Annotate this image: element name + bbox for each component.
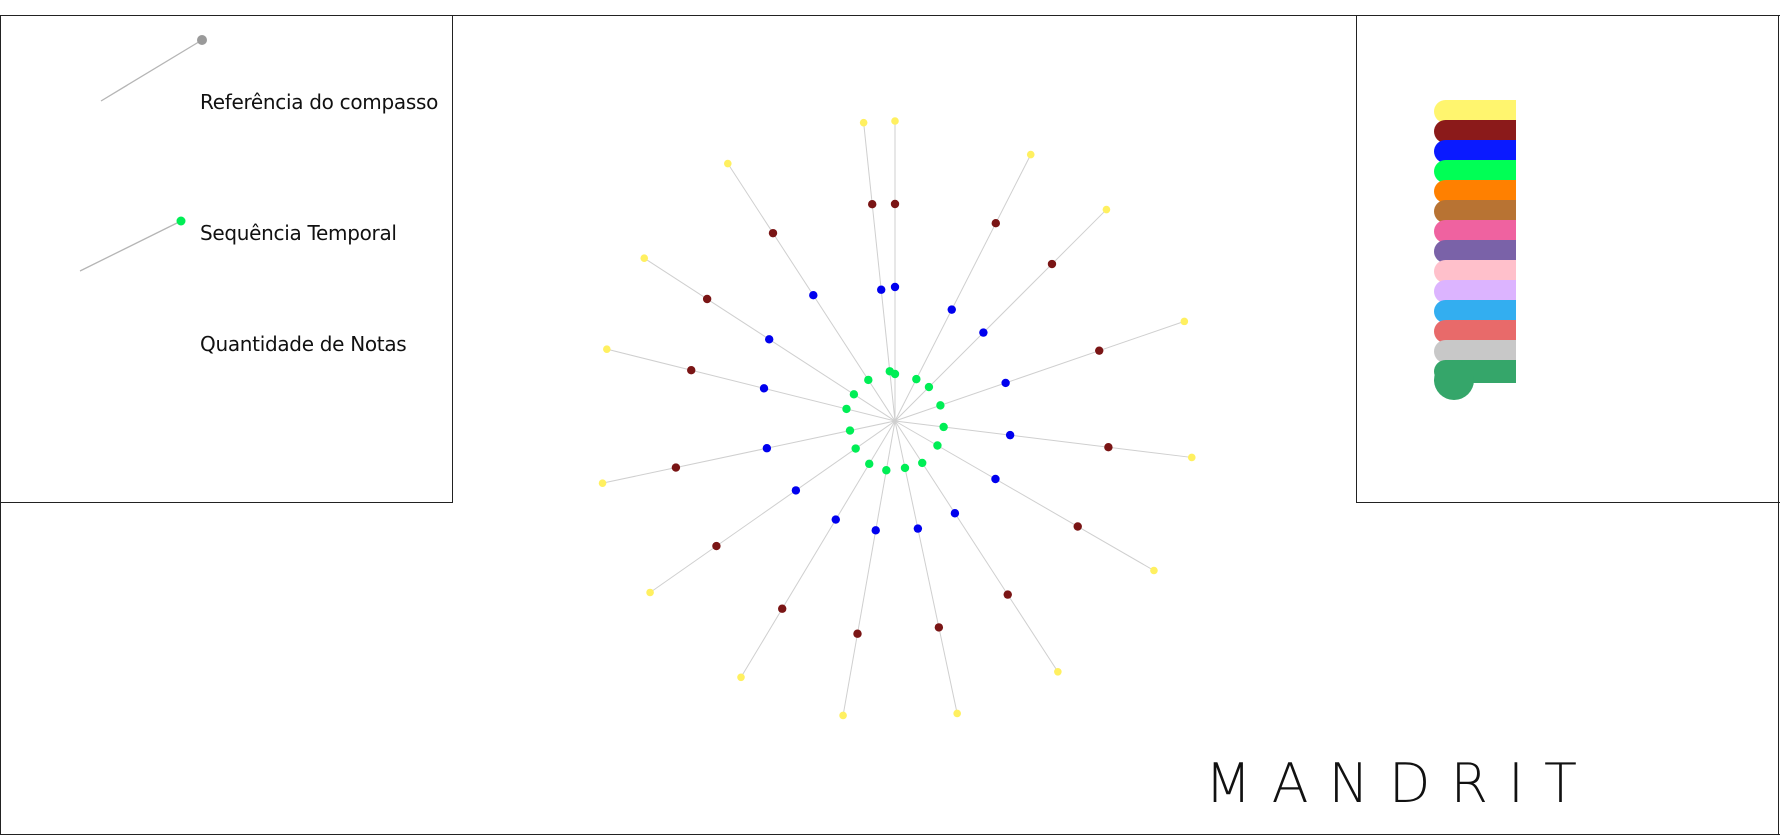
second-ring-note-dot: [1005, 430, 1015, 440]
palette-swatch: [1434, 240, 1516, 263]
inner-note-dot: [912, 374, 921, 384]
second-ring-note-dot: [979, 328, 988, 337]
third-ring-note-dot: [868, 199, 877, 209]
legend-compass-label: Referência do compasso: [200, 90, 439, 114]
palette-end-cap: [1434, 360, 1474, 400]
outer-note-dot: [859, 118, 868, 127]
sequence-temporal-dot: [176, 216, 186, 226]
palette-swatch: [1434, 260, 1516, 283]
legend-box-bottom-line: [0, 502, 453, 503]
outer-note-dot: [1180, 317, 1189, 326]
palette-swatch: [1434, 340, 1516, 363]
second-ring-note-dot: [759, 384, 769, 393]
inner-note-dot: [842, 404, 851, 414]
outer-note-dot: [646, 588, 654, 597]
second-ring-note-dot: [877, 285, 886, 294]
second-ring-note-dot: [791, 486, 801, 495]
outer-note-dot: [1187, 453, 1196, 462]
brand-logo: MANDRIT: [1205, 752, 1597, 815]
frame-left-line: [0, 15, 1, 835]
legend-box-right-line: [452, 15, 453, 502]
outer-note-dot: [953, 709, 961, 718]
second-ring-note-dot: [762, 444, 772, 453]
third-ring-note-dot: [768, 228, 778, 238]
outer-note-dot: [1102, 205, 1111, 214]
inner-note-dot: [933, 441, 942, 450]
color-palette: [1434, 100, 1516, 400]
palette-swatch: [1434, 120, 1516, 143]
mandala-spoke: [894, 420, 1059, 673]
compass-reference-line: [100, 39, 203, 102]
inner-note-dot: [900, 463, 910, 473]
third-ring-note-dot: [1047, 259, 1057, 269]
compass-reference-dot: [197, 35, 207, 45]
outer-note-dot: [839, 711, 847, 720]
palette-swatch: [1434, 300, 1516, 323]
second-ring-note-dot: [871, 526, 880, 535]
outer-note-dot: [1026, 150, 1035, 159]
inner-note-dot: [936, 401, 945, 410]
third-ring-note-dot: [934, 623, 944, 632]
legend-notes-label: Quantidade de Notas: [200, 332, 407, 356]
inner-note-dot: [851, 444, 860, 453]
mandala-spoke: [606, 348, 896, 422]
palette-box-left-line: [1356, 15, 1357, 502]
palette-swatch: [1434, 200, 1516, 223]
frame-right-line: [1778, 15, 1779, 835]
outer-note-dot: [1150, 566, 1158, 575]
second-ring-note-dot: [913, 524, 923, 533]
palette-swatch: [1434, 220, 1516, 243]
inner-note-dot: [885, 367, 894, 376]
inner-note-dot: [924, 382, 934, 392]
outer-note-dot: [598, 479, 607, 487]
palette-swatch: [1434, 160, 1516, 183]
second-ring-note-dot: [890, 282, 900, 292]
inner-note-dot: [882, 466, 891, 475]
outer-note-dot: [640, 254, 649, 262]
third-ring-note-dot: [890, 199, 900, 209]
second-ring-note-dot: [831, 515, 840, 524]
third-ring-note-dot: [991, 218, 1000, 228]
outer-note-dot: [603, 345, 611, 353]
frame-bottom-line: [0, 834, 1780, 835]
second-ring-note-dot: [1001, 378, 1010, 388]
inner-note-dot: [849, 390, 859, 399]
outer-note-dot: [891, 117, 899, 125]
second-ring-note-dot: [950, 509, 960, 518]
palette-swatch: [1434, 280, 1516, 303]
palette-box-bottom-line: [1356, 502, 1780, 503]
outer-note-dot: [1054, 667, 1062, 676]
inner-note-dot: [865, 459, 874, 469]
second-ring-note-dot: [809, 290, 818, 300]
outer-note-dot: [737, 673, 745, 682]
third-ring-note-dot: [1073, 522, 1082, 531]
third-ring-note-dot: [712, 541, 721, 551]
inner-note-dot: [845, 426, 855, 435]
outer-note-dot: [723, 159, 732, 168]
inner-note-dot: [864, 375, 873, 385]
inner-note-dot: [918, 458, 927, 468]
third-ring-note-dot: [671, 463, 681, 472]
palette-swatch: [1434, 100, 1516, 123]
legend-panel: [79, 35, 207, 272]
second-ring-note-dot: [947, 305, 956, 314]
third-ring-note-dot: [1104, 443, 1113, 452]
legend-sequence-label: Sequência Temporal: [200, 221, 397, 245]
third-ring-note-dot: [1003, 590, 1012, 599]
third-ring-note-dot: [702, 294, 712, 304]
third-ring-note-dot: [853, 629, 862, 638]
second-ring-note-dot: [991, 474, 1000, 484]
second-ring-note-dot: [764, 335, 774, 344]
palette-swatch: [1434, 140, 1516, 163]
third-ring-note-dot: [687, 365, 696, 375]
frame-top-line: [0, 15, 1780, 16]
palette-swatch: [1434, 180, 1516, 203]
third-ring-note-dot: [778, 604, 787, 613]
palette-swatch: [1434, 320, 1516, 343]
sequence-temporal-line: [79, 220, 182, 272]
third-ring-note-dot: [1095, 346, 1104, 355]
inner-note-dot: [939, 422, 948, 432]
